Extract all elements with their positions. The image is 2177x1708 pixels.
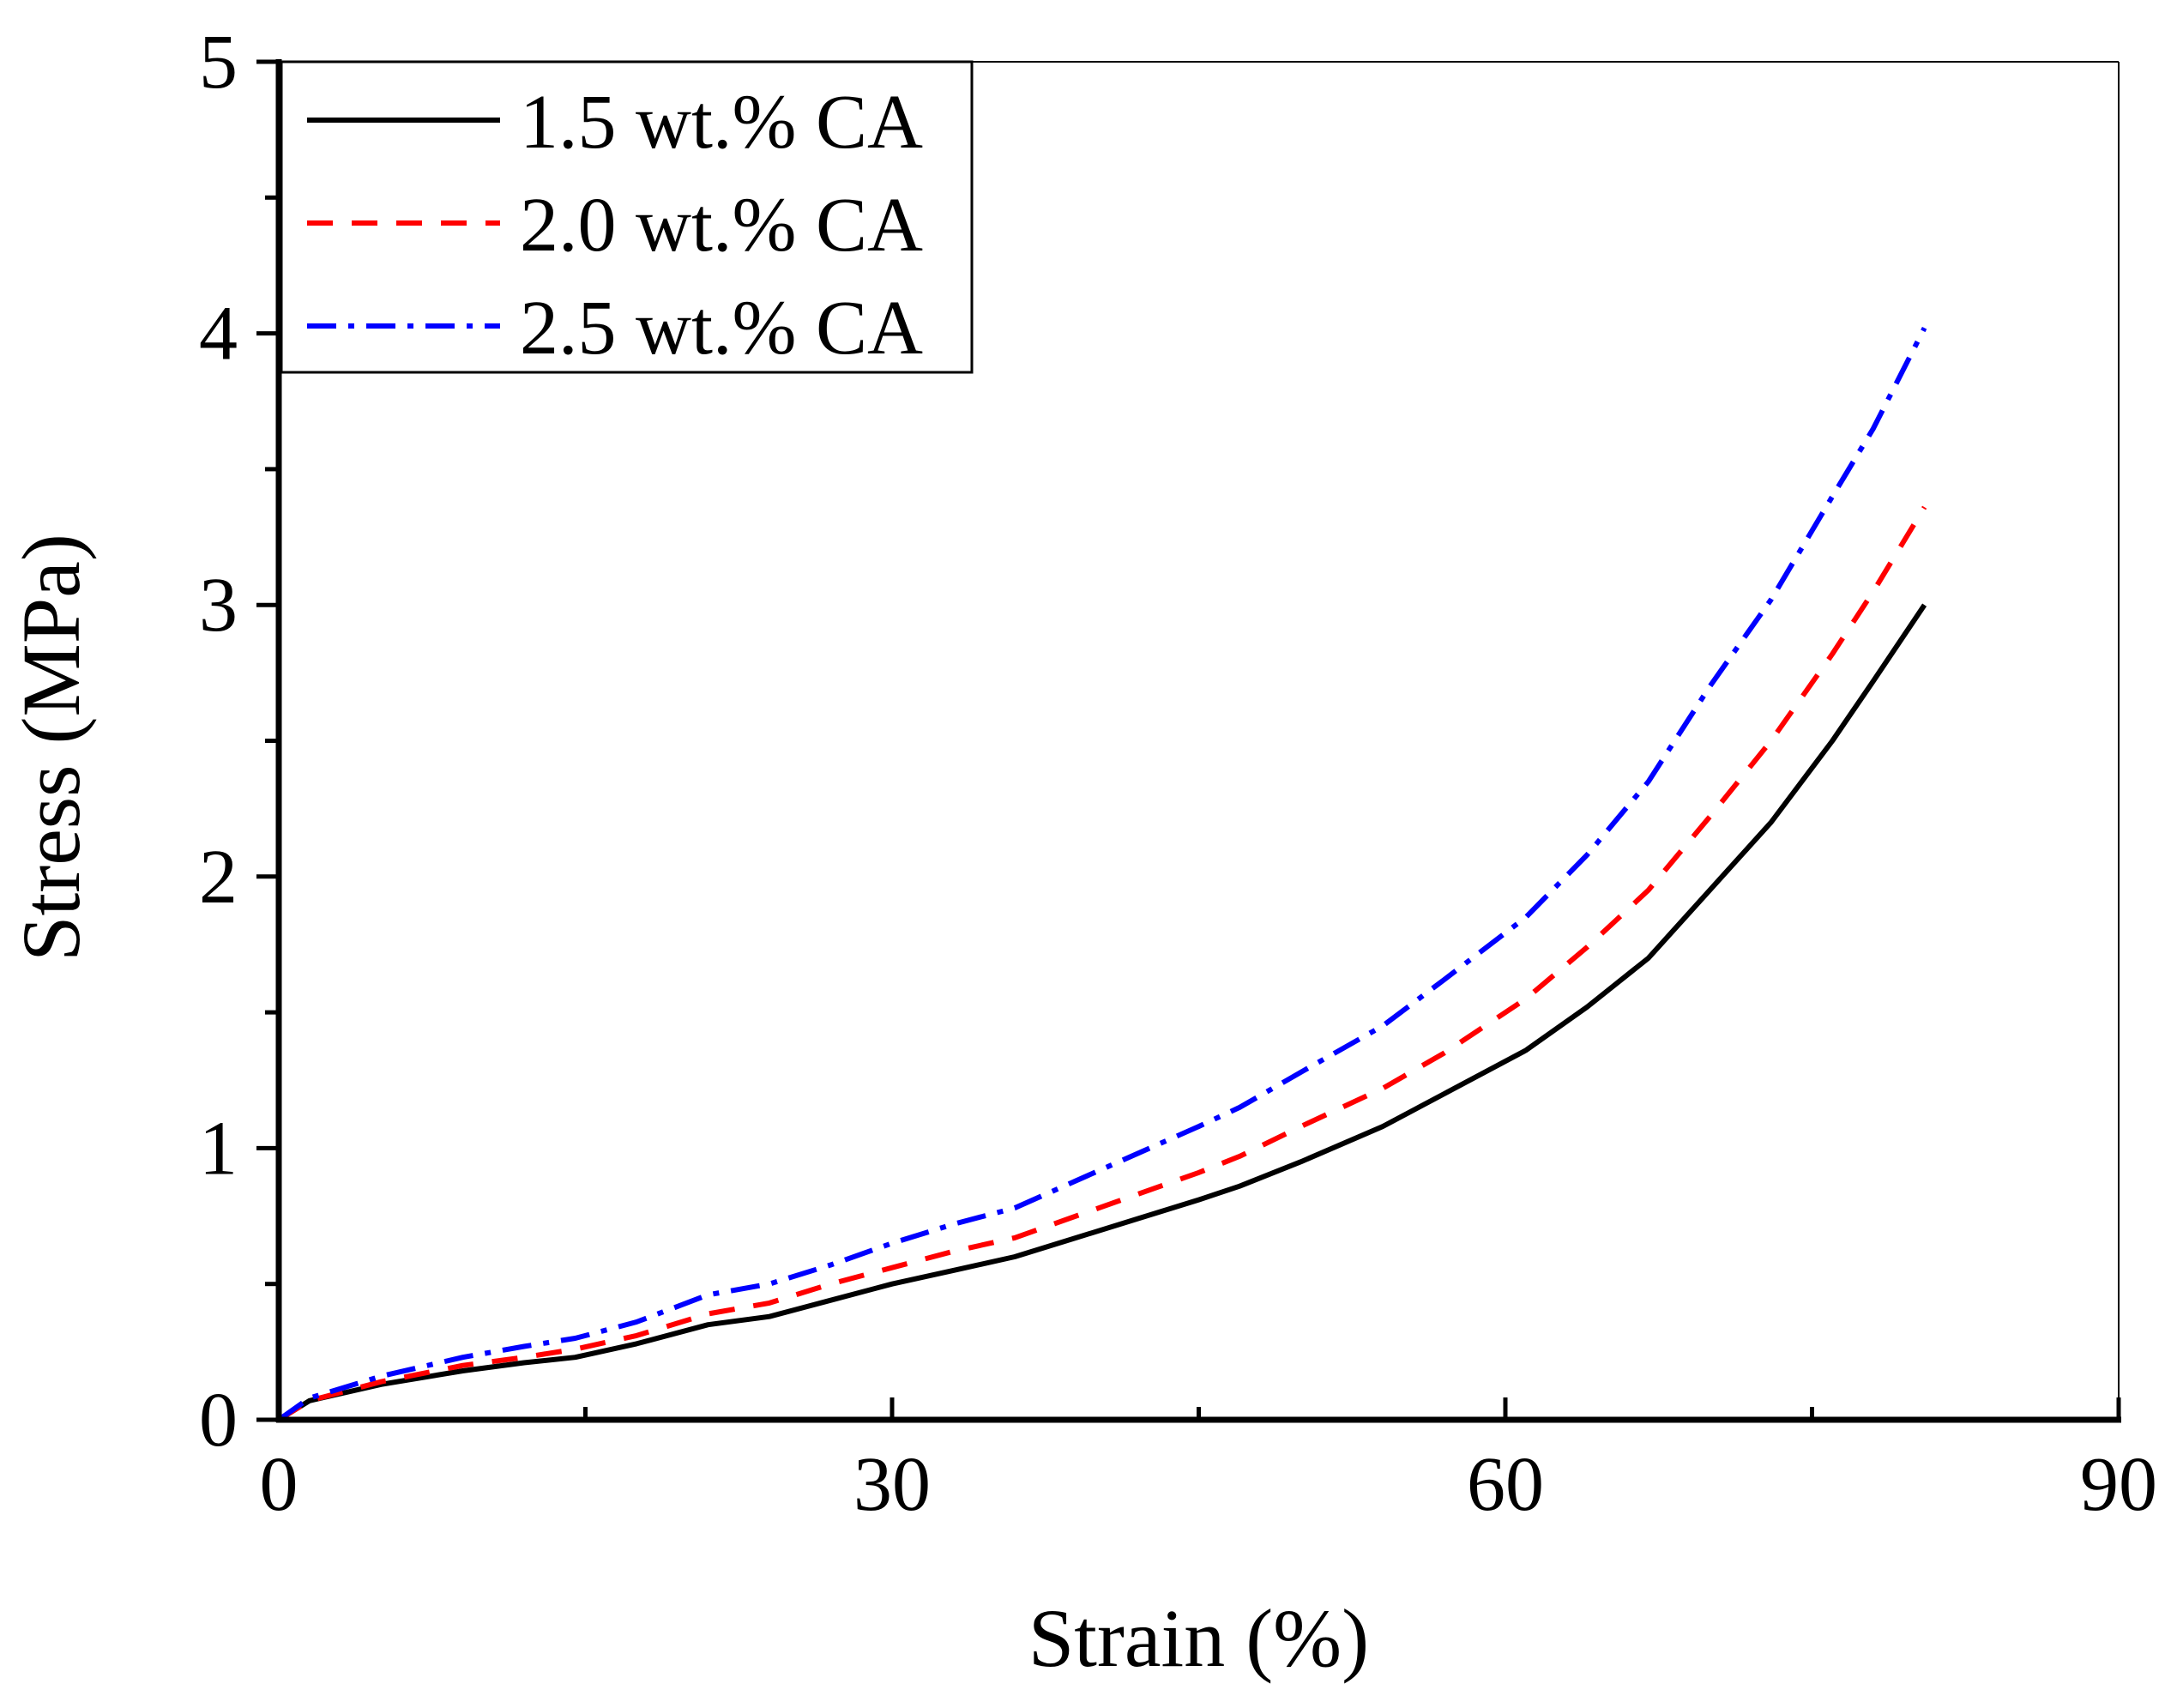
y-tick-label: 0 xyxy=(199,1378,238,1463)
legend-label-1: 1.5 wt.% CA xyxy=(520,80,923,165)
x-tick-label: 30 xyxy=(853,1442,931,1527)
legend-label-3: 2.5 wt.% CA xyxy=(520,286,923,371)
x-tick-label: 60 xyxy=(1467,1442,1544,1527)
x-tick-label: 90 xyxy=(2080,1442,2157,1527)
x-axis-title: Strain (%) xyxy=(1028,1592,1369,1684)
series-line-1 xyxy=(277,603,1927,1422)
series-layer xyxy=(277,326,1927,1422)
y-tick-label: 3 xyxy=(199,563,238,648)
x-tick-label: 0 xyxy=(260,1442,299,1527)
legend-box xyxy=(280,60,974,374)
legend: 1.5 wt.% CA 2.0 wt.% CA 2.5 wt.% CA xyxy=(280,60,974,374)
y-tick-label: 4 xyxy=(199,292,238,377)
y-tick-label: 1 xyxy=(199,1106,238,1191)
y-tick-label: 5 xyxy=(199,20,238,105)
axes-layer: 0 30 60 90 0 1 2 3 4 5 xyxy=(199,20,2157,1527)
legend-label-2: 2.0 wt.% CA xyxy=(520,183,923,268)
series-line-2 xyxy=(277,505,1927,1422)
y-axis-title: Stress (MPa) xyxy=(5,534,97,962)
series-line-3 xyxy=(277,326,1927,1422)
y-tick-label: 2 xyxy=(199,835,238,920)
